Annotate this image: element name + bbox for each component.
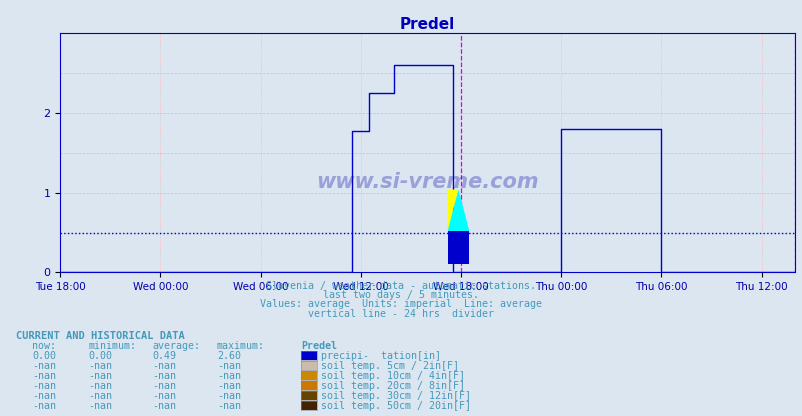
Text: -nan: -nan xyxy=(217,391,241,401)
Text: -nan: -nan xyxy=(152,381,176,391)
Text: 0.00: 0.00 xyxy=(88,351,112,361)
Text: CURRENT AND HISTORICAL DATA: CURRENT AND HISTORICAL DATA xyxy=(16,331,184,341)
Text: -nan: -nan xyxy=(88,361,112,371)
Text: -nan: -nan xyxy=(32,371,56,381)
Text: -nan: -nan xyxy=(217,381,241,391)
Text: -nan: -nan xyxy=(32,361,56,371)
Text: last two days / 5 minutes.: last two days / 5 minutes. xyxy=(323,290,479,300)
Bar xyxy=(447,231,468,264)
Text: 0.49: 0.49 xyxy=(152,351,176,361)
Text: -nan: -nan xyxy=(217,371,241,381)
Text: -nan: -nan xyxy=(88,371,112,381)
Text: -nan: -nan xyxy=(88,381,112,391)
Text: Slovenia / weather data - automatic stations.: Slovenia / weather data - automatic stat… xyxy=(266,281,536,291)
Polygon shape xyxy=(447,190,468,231)
Text: minimum:: minimum: xyxy=(88,341,136,351)
Text: -nan: -nan xyxy=(152,361,176,371)
Text: soil temp. 20cm / 8in[F]: soil temp. 20cm / 8in[F] xyxy=(321,381,464,391)
Text: -nan: -nan xyxy=(88,391,112,401)
Text: -nan: -nan xyxy=(32,381,56,391)
Text: -nan: -nan xyxy=(152,391,176,401)
Text: -nan: -nan xyxy=(32,391,56,401)
Polygon shape xyxy=(447,190,458,231)
Text: 0.00: 0.00 xyxy=(32,351,56,361)
Text: now:: now: xyxy=(32,341,56,351)
Text: -nan: -nan xyxy=(152,401,176,411)
Text: vertical line - 24 hrs  divider: vertical line - 24 hrs divider xyxy=(308,309,494,319)
Title: Predel: Predel xyxy=(399,17,455,32)
Text: -nan: -nan xyxy=(88,401,112,411)
Text: average:: average: xyxy=(152,341,200,351)
Text: -nan: -nan xyxy=(217,361,241,371)
Text: maximum:: maximum: xyxy=(217,341,265,351)
Text: precipi-  tation[in]: precipi- tation[in] xyxy=(321,351,440,361)
Text: www.si-vreme.com: www.si-vreme.com xyxy=(316,171,538,192)
Text: soil temp. 30cm / 12in[F]: soil temp. 30cm / 12in[F] xyxy=(321,391,471,401)
Text: Predel: Predel xyxy=(301,341,337,351)
Text: -nan: -nan xyxy=(152,371,176,381)
Text: soil temp. 10cm / 4in[F]: soil temp. 10cm / 4in[F] xyxy=(321,371,464,381)
Text: Values: average  Units: imperial  Line: average: Values: average Units: imperial Line: av… xyxy=(260,300,542,310)
Text: soil temp. 50cm / 20in[F]: soil temp. 50cm / 20in[F] xyxy=(321,401,471,411)
Text: 2.60: 2.60 xyxy=(217,351,241,361)
Text: soil temp. 5cm / 2in[F]: soil temp. 5cm / 2in[F] xyxy=(321,361,459,371)
Text: -nan: -nan xyxy=(32,401,56,411)
Text: -nan: -nan xyxy=(217,401,241,411)
